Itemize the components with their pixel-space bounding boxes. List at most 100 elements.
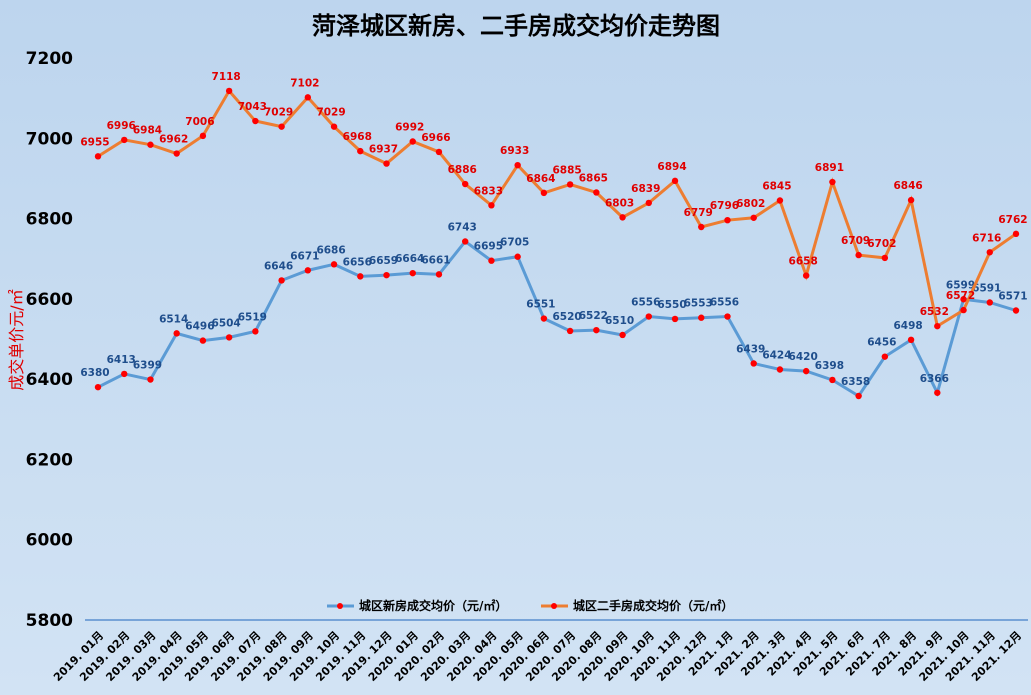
data-label: 6803: [605, 197, 634, 209]
data-point: [881, 353, 889, 360]
data-label: 6380: [80, 367, 109, 379]
legend-marker-resale: [551, 603, 557, 609]
data-label: 6504: [212, 317, 241, 329]
data-label: 6510: [605, 315, 634, 327]
data-point: [881, 254, 889, 262]
data-point: [802, 272, 810, 279]
data-point: [698, 223, 705, 231]
data-label: 6591: [972, 282, 1001, 294]
data-point: [1012, 307, 1020, 314]
y-tick-label: 6000: [26, 531, 73, 551]
data-point: [986, 249, 993, 256]
y-tick-label: 6800: [26, 210, 73, 230]
data-point: [199, 132, 207, 140]
data-point: [855, 251, 862, 259]
legend-label-new: 城区新房成交均价（元/㎡）: [359, 598, 507, 613]
y-axis-label: 成交单价元/㎡: [7, 289, 26, 390]
data-label: 6551: [526, 299, 555, 311]
data-point: [671, 315, 679, 323]
data-label: 6498: [893, 320, 922, 332]
data-point: [330, 123, 338, 130]
data-point: [199, 337, 207, 344]
data-point: [357, 147, 364, 155]
data-point: [934, 322, 941, 330]
data-label: 6779: [684, 207, 713, 219]
data-point: [304, 267, 312, 274]
data-point: [514, 253, 521, 260]
data-point: [593, 189, 600, 196]
data-point: [566, 181, 574, 188]
data-point: [645, 199, 652, 207]
data-label: 6802: [736, 198, 765, 210]
data-label: 6686: [316, 244, 345, 256]
data-point: [802, 367, 810, 375]
data-label: 7006: [185, 116, 214, 128]
data-label: 7029: [264, 107, 293, 119]
data-point: [94, 383, 102, 391]
data-point: [934, 389, 941, 396]
data-label: 6572: [946, 290, 975, 302]
data-point: [409, 269, 416, 277]
data-point: [173, 330, 180, 337]
data-label: 6886: [448, 164, 477, 176]
data-label: 6937: [369, 144, 398, 156]
data-point: [514, 161, 521, 169]
data-point: [94, 153, 102, 160]
data-label: 6955: [80, 136, 109, 148]
data-label: 6865: [579, 172, 608, 184]
data-point: [855, 392, 862, 400]
data-point: [986, 299, 993, 306]
data-point: [566, 327, 574, 335]
data-point: [960, 296, 967, 303]
y-tick-label: 6600: [26, 290, 73, 310]
legend-marker-new: [337, 603, 343, 609]
data-point: [1012, 230, 1020, 238]
data-point: [225, 87, 233, 95]
y-tick-label: 7200: [26, 49, 73, 69]
data-label: 6671: [290, 250, 319, 262]
data-label: 6966: [421, 132, 450, 144]
data-label: 6366: [920, 373, 949, 385]
data-label: 6599: [946, 279, 975, 291]
data-label: 6553: [684, 298, 713, 310]
data-label: 6709: [841, 235, 870, 247]
data-label: 6695: [474, 241, 503, 253]
data-point: [278, 123, 285, 130]
data-point: [330, 261, 338, 268]
data-point: [278, 277, 285, 284]
data-label: 6556: [631, 297, 660, 309]
chart-title: 菏泽城区新房、二手房成交均价走势图: [312, 12, 720, 40]
data-label: 6962: [159, 134, 188, 146]
data-point: [540, 189, 548, 197]
legend: 城区新房成交均价（元/㎡） 城区二手房成交均价（元/㎡）: [327, 598, 733, 613]
data-point: [671, 177, 679, 185]
data-point: [435, 271, 443, 278]
data-point: [960, 306, 967, 314]
data-label: 6656: [343, 256, 372, 268]
data-point: [907, 196, 915, 204]
data-point: [121, 370, 128, 378]
data-point: [488, 202, 495, 209]
y-tick-label: 5800: [26, 611, 73, 631]
data-point: [540, 315, 548, 322]
data-label: 6839: [631, 183, 660, 195]
data-point: [593, 326, 600, 334]
data-label: 6496: [185, 321, 214, 333]
data-point: [488, 257, 495, 264]
data-label: 6424: [762, 350, 791, 362]
data-point: [750, 214, 757, 221]
data-point: [619, 214, 626, 221]
data-label: 7043: [238, 101, 267, 113]
data-label: 6420: [789, 351, 818, 363]
data-label: 6702: [867, 238, 896, 250]
data-label: 7029: [316, 107, 345, 119]
data-label: 6891: [815, 162, 844, 174]
data-label: 6705: [500, 237, 529, 249]
data-label: 6520: [552, 311, 581, 323]
data-label: 6659: [369, 255, 398, 267]
data-label: 6894: [657, 161, 686, 173]
data-point: [121, 136, 128, 144]
